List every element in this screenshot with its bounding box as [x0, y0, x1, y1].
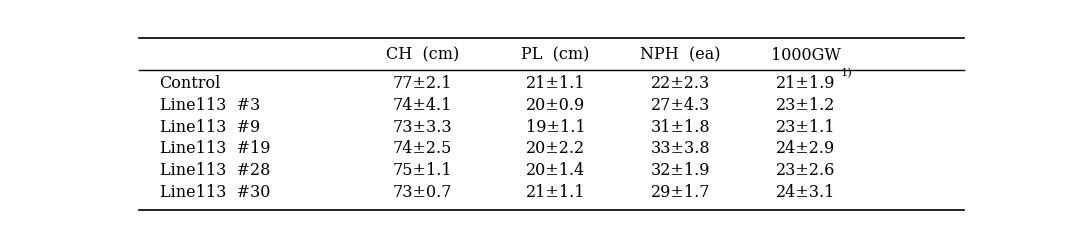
Text: 20±0.9: 20±0.9 — [526, 97, 585, 114]
Text: 23±1.1: 23±1.1 — [776, 119, 836, 136]
Text: 27±4.3: 27±4.3 — [651, 97, 710, 114]
Text: 22±2.3: 22±2.3 — [651, 75, 710, 92]
Text: 21±1.1: 21±1.1 — [526, 75, 585, 92]
Text: 73±3.3: 73±3.3 — [393, 119, 452, 136]
Text: 1): 1) — [840, 68, 852, 79]
Text: 75±1.1: 75±1.1 — [393, 162, 452, 179]
Text: 74±4.1: 74±4.1 — [393, 97, 452, 114]
Text: NPH  (ea): NPH (ea) — [640, 47, 721, 64]
Text: Control: Control — [159, 75, 221, 92]
Text: 73±0.7: 73±0.7 — [393, 184, 452, 201]
Text: Line113  #28: Line113 #28 — [159, 162, 270, 179]
Text: CH  (cm): CH (cm) — [385, 47, 458, 64]
Text: 1000GW: 1000GW — [770, 47, 840, 64]
Text: Line113  #30: Line113 #30 — [159, 184, 270, 201]
Text: Line113  #9: Line113 #9 — [159, 119, 259, 136]
Text: 24±3.1: 24±3.1 — [776, 184, 835, 201]
Text: 20±2.2: 20±2.2 — [526, 140, 585, 157]
Text: Line113  #3: Line113 #3 — [159, 97, 259, 114]
Text: 21±1.9: 21±1.9 — [776, 75, 836, 92]
Text: 31±1.8: 31±1.8 — [651, 119, 710, 136]
Text: 20±1.4: 20±1.4 — [526, 162, 585, 179]
Text: 24±2.9: 24±2.9 — [776, 140, 835, 157]
Text: 23±1.2: 23±1.2 — [776, 97, 835, 114]
Text: 21±1.1: 21±1.1 — [526, 184, 585, 201]
Text: 33±3.8: 33±3.8 — [651, 140, 710, 157]
Text: PL  (cm): PL (cm) — [522, 47, 590, 64]
Text: 29±1.7: 29±1.7 — [651, 184, 710, 201]
Text: 77±2.1: 77±2.1 — [393, 75, 452, 92]
Text: 23±2.6: 23±2.6 — [776, 162, 835, 179]
Text: 74±2.5: 74±2.5 — [393, 140, 452, 157]
Text: Line113  #19: Line113 #19 — [159, 140, 270, 157]
Text: 32±1.9: 32±1.9 — [651, 162, 710, 179]
Text: 19±1.1: 19±1.1 — [526, 119, 585, 136]
